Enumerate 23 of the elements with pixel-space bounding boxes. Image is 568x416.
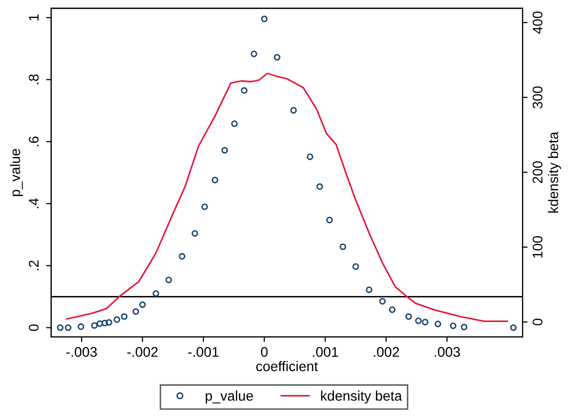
y-tick-label: .6	[28, 136, 39, 146]
legend-label: kdensity beta	[321, 390, 402, 404]
legend-label: p_value	[206, 390, 253, 404]
y2-tick-label: 100	[532, 236, 542, 258]
y-tick-label: .4	[28, 198, 39, 208]
y2-tick-label: 0	[532, 318, 542, 326]
x-tick-label: -.003	[66, 347, 97, 357]
y-tick-label: 1	[28, 14, 39, 20]
y-axis-title: p_value	[10, 148, 23, 196]
y-tick-label: .8	[28, 74, 39, 84]
y2-tick-label: 400	[532, 12, 542, 34]
y2-tick-label: 300	[532, 86, 542, 108]
y-tick-label: .2	[28, 260, 39, 270]
y2-tick-label: 200	[532, 161, 542, 184]
y-tick-label: 0	[28, 324, 39, 331]
x-tick-label: .002	[374, 347, 399, 357]
x-tick-label: .001	[312, 347, 338, 357]
x-tick-label: -.002	[127, 347, 158, 357]
x-tick-label: 0	[260, 347, 268, 357]
x-axis-title: coefficient	[256, 361, 318, 372]
x-tick-label: .003	[434, 347, 460, 357]
x-tick-label: -.001	[188, 347, 219, 357]
y2-axis-title: kdensity beta	[548, 132, 561, 213]
